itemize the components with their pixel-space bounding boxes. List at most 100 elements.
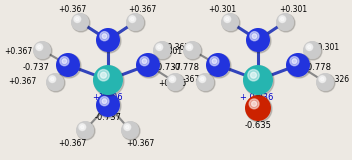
Circle shape [100,97,109,106]
Circle shape [246,96,272,122]
Circle shape [121,121,139,139]
Circle shape [199,76,206,83]
Circle shape [102,34,107,39]
Text: -0.778: -0.778 [304,64,332,72]
Circle shape [57,54,81,78]
Circle shape [169,76,176,83]
Circle shape [153,41,171,59]
Circle shape [170,77,174,81]
Circle shape [226,17,229,21]
Circle shape [212,59,217,64]
Text: +0.367: +0.367 [171,76,199,84]
Circle shape [316,73,334,91]
Circle shape [281,17,284,21]
Circle shape [156,44,163,51]
Text: -0.778: -0.778 [172,64,200,72]
Text: -0.635: -0.635 [245,120,271,129]
Text: +0.301: +0.301 [154,48,182,56]
Circle shape [210,57,219,66]
Text: -0.737: -0.737 [155,64,182,72]
Circle shape [308,45,311,49]
Circle shape [72,14,90,32]
Circle shape [101,72,107,78]
Circle shape [287,54,311,78]
Circle shape [74,16,81,23]
Circle shape [224,16,231,23]
Circle shape [196,73,214,91]
Text: +1.006: +1.006 [92,92,122,101]
Circle shape [197,74,215,92]
Circle shape [303,41,321,59]
Circle shape [77,122,95,140]
Text: +0.301: +0.301 [208,5,236,15]
Circle shape [79,124,86,131]
Circle shape [34,42,52,60]
Circle shape [50,77,54,81]
Circle shape [60,57,69,66]
Circle shape [248,69,259,81]
Circle shape [137,54,161,78]
Circle shape [249,99,259,109]
Circle shape [127,14,145,32]
Circle shape [201,77,204,81]
Circle shape [93,65,123,95]
Text: +0.367: +0.367 [126,139,154,148]
Circle shape [97,94,121,118]
Circle shape [33,41,51,59]
Circle shape [251,101,257,106]
Circle shape [47,74,65,92]
Circle shape [46,73,64,91]
Circle shape [94,66,124,96]
Circle shape [321,77,324,81]
Circle shape [71,13,89,31]
Circle shape [319,76,326,83]
Circle shape [75,17,79,21]
Circle shape [131,17,134,21]
Text: +0.301: +0.301 [311,43,339,52]
Circle shape [102,99,107,104]
Circle shape [98,69,109,81]
Circle shape [100,32,109,41]
Circle shape [122,122,140,140]
Circle shape [96,93,120,117]
Text: +0.367: +0.367 [128,5,156,15]
Circle shape [183,41,201,59]
Circle shape [206,53,230,77]
Circle shape [207,54,231,78]
Circle shape [247,29,271,53]
Circle shape [124,124,131,131]
Circle shape [140,57,149,66]
Circle shape [286,53,310,77]
Circle shape [36,44,43,51]
Circle shape [166,73,184,91]
Circle shape [154,42,172,60]
Circle shape [81,125,84,129]
Circle shape [38,45,41,49]
Circle shape [251,72,257,78]
Circle shape [222,14,240,32]
Circle shape [304,42,322,60]
Circle shape [279,16,286,23]
Circle shape [136,53,160,77]
Circle shape [97,29,121,53]
Text: +0.326: +0.326 [158,79,186,88]
Circle shape [292,59,297,64]
Circle shape [252,34,257,39]
Circle shape [243,65,273,95]
Text: + 0.936: + 0.936 [240,92,274,101]
Circle shape [56,53,80,77]
Circle shape [221,13,239,31]
Circle shape [157,45,161,49]
Text: +0.301: +0.301 [279,5,307,15]
Text: +0.326: +0.326 [321,76,349,84]
Circle shape [317,74,335,92]
Circle shape [186,44,193,51]
Circle shape [126,125,129,129]
Text: -0.737: -0.737 [23,64,50,72]
Circle shape [277,14,295,32]
Text: -0.737: -0.737 [94,112,121,121]
Circle shape [276,13,294,31]
Circle shape [76,121,94,139]
Circle shape [126,13,144,31]
Circle shape [167,74,185,92]
